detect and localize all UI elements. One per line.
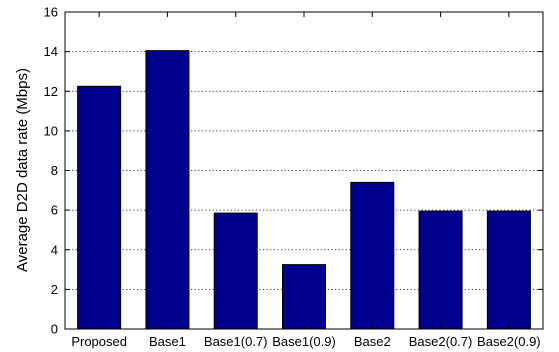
- y-tick-label: 2: [51, 282, 58, 297]
- bar-base1-0-9: [281, 264, 327, 330]
- x-tick-label: Base1: [149, 334, 186, 349]
- gridlines: [65, 51, 543, 290]
- y-axis-title: Average D2D data rate (Mbps): [14, 68, 31, 272]
- y-tick-label: 16: [44, 5, 58, 20]
- x-tick-label: Base2(0.9): [477, 334, 541, 349]
- x-tick-label: Base2(0.7): [409, 334, 473, 349]
- bars: [77, 50, 531, 330]
- x-axis-ticks: Proposed Base1 Base1(0.7) Base1(0.9) Base2 Ba…: [71, 12, 541, 349]
- x-tick-label: Base2: [354, 334, 391, 349]
- y-tick-label: 0: [51, 322, 58, 337]
- y-tick-label: 14: [44, 44, 58, 59]
- bar-base2: [350, 181, 395, 330]
- bar-proposed: [77, 85, 122, 330]
- y-tick-label: 4: [51, 242, 58, 257]
- y-tick-label: 6: [51, 203, 58, 218]
- y-tick-label: 10: [44, 123, 58, 138]
- bar-base2-0-9: [486, 210, 531, 330]
- x-tick-label: Base1(0.7): [204, 334, 268, 349]
- x-tick-label: Base1(0.9): [272, 334, 336, 349]
- bar-base1-0-7: [213, 212, 258, 330]
- bar-base1: [145, 50, 190, 330]
- y-tick-label: 8: [51, 163, 58, 178]
- y-tick-label: 12: [44, 84, 58, 99]
- bar-base2-0-7: [418, 210, 463, 330]
- x-tick-label: Proposed: [71, 334, 127, 349]
- y-axis-ticks: 0 2 4 6 8 10 12 14 16: [44, 5, 543, 337]
